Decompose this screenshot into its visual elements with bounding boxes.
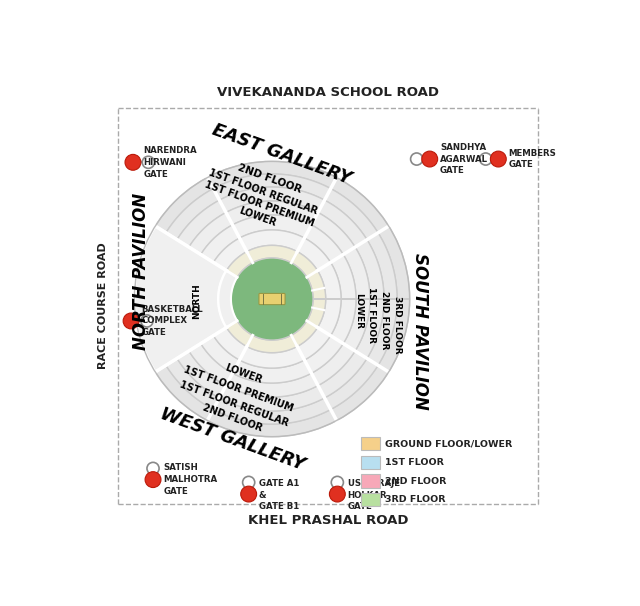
Text: NARENDRA
HIRWANI
GATE: NARENDRA HIRWANI GATE <box>143 146 197 179</box>
Circle shape <box>125 155 141 170</box>
Text: LOWER: LOWER <box>223 362 263 385</box>
Circle shape <box>243 476 255 488</box>
Circle shape <box>141 315 153 327</box>
Text: MEMBERS
GATE: MEMBERS GATE <box>509 148 556 170</box>
Text: 1ST FLOOR REGULAR: 1ST FLOOR REGULAR <box>208 167 319 216</box>
Text: 1ST FLOOR: 1ST FLOOR <box>385 458 444 467</box>
Text: BASKETBALL
COMPLEX
GATE: BASKETBALL COMPLEX GATE <box>141 305 203 338</box>
Circle shape <box>231 258 313 340</box>
Polygon shape <box>218 271 237 327</box>
Circle shape <box>422 151 438 167</box>
Text: GATE A1
&
GATE B1: GATE A1 & GATE B1 <box>259 479 300 511</box>
Text: VIVEKANANDA SCHOOL ROAD: VIVEKANANDA SCHOOL ROAD <box>217 86 439 99</box>
Polygon shape <box>218 245 326 353</box>
Polygon shape <box>160 187 384 411</box>
Polygon shape <box>134 161 410 437</box>
Text: SOUTH PAVILION: SOUTH PAVILION <box>412 253 429 410</box>
Text: LOWER: LOWER <box>237 205 277 228</box>
Polygon shape <box>203 230 341 368</box>
Text: 3RD FLOOR: 3RD FLOOR <box>385 495 445 504</box>
Text: NORTH: NORTH <box>192 284 201 319</box>
Text: 3RD FLOOR: 3RD FLOOR <box>392 296 401 353</box>
Text: KHEL PRASHAL ROAD: KHEL PRASHAL ROAD <box>248 514 408 527</box>
Circle shape <box>145 471 161 488</box>
Text: USHA RAJE
HOLKAR
GATE: USHA RAJE HOLKAR GATE <box>348 479 399 511</box>
Text: SATISH
MALHOTRA
GATE: SATISH MALHOTRA GATE <box>163 464 218 496</box>
Text: 2ND FLOOR: 2ND FLOOR <box>385 476 446 485</box>
FancyBboxPatch shape <box>361 437 380 450</box>
Text: 2ND FLOOR: 2ND FLOOR <box>201 402 264 433</box>
Circle shape <box>479 153 492 165</box>
Text: 1ST FLOOR PREMIUM: 1ST FLOOR PREMIUM <box>182 365 294 413</box>
Text: 1ST FLOOR REGULAR: 1ST FLOOR REGULAR <box>178 379 289 428</box>
Circle shape <box>330 486 345 502</box>
FancyBboxPatch shape <box>361 456 380 469</box>
Circle shape <box>123 313 139 329</box>
Text: 2ND FLOOR: 2ND FLOOR <box>380 291 389 349</box>
Text: LOWER: LOWER <box>354 293 363 328</box>
Circle shape <box>490 151 506 167</box>
Polygon shape <box>147 174 397 424</box>
Text: SANDHYA
AGARWAL
GATE: SANDHYA AGARWAL GATE <box>440 143 488 175</box>
Text: NORTH PAVILION: NORTH PAVILION <box>132 193 150 350</box>
Circle shape <box>147 462 159 474</box>
Text: 1ST FLOOR: 1ST FLOOR <box>367 287 376 344</box>
Text: 1ST FLOOR PREMIUM: 1ST FLOOR PREMIUM <box>203 180 315 229</box>
Polygon shape <box>174 201 370 397</box>
Circle shape <box>411 153 423 165</box>
Circle shape <box>142 156 154 168</box>
FancyBboxPatch shape <box>259 293 285 305</box>
Text: GROUND FLOOR/LOWER: GROUND FLOOR/LOWER <box>385 439 512 448</box>
FancyBboxPatch shape <box>361 493 380 506</box>
Text: EAST GALLERY: EAST GALLERY <box>209 121 353 188</box>
Text: WEST GALLERY: WEST GALLERY <box>157 404 307 474</box>
Text: 2ND FLOOR: 2ND FLOOR <box>236 163 303 195</box>
Polygon shape <box>134 226 227 372</box>
Circle shape <box>332 476 344 488</box>
Polygon shape <box>188 215 356 383</box>
Text: RACE COURSE ROAD: RACE COURSE ROAD <box>98 242 108 370</box>
FancyBboxPatch shape <box>361 474 380 488</box>
Circle shape <box>241 486 257 502</box>
